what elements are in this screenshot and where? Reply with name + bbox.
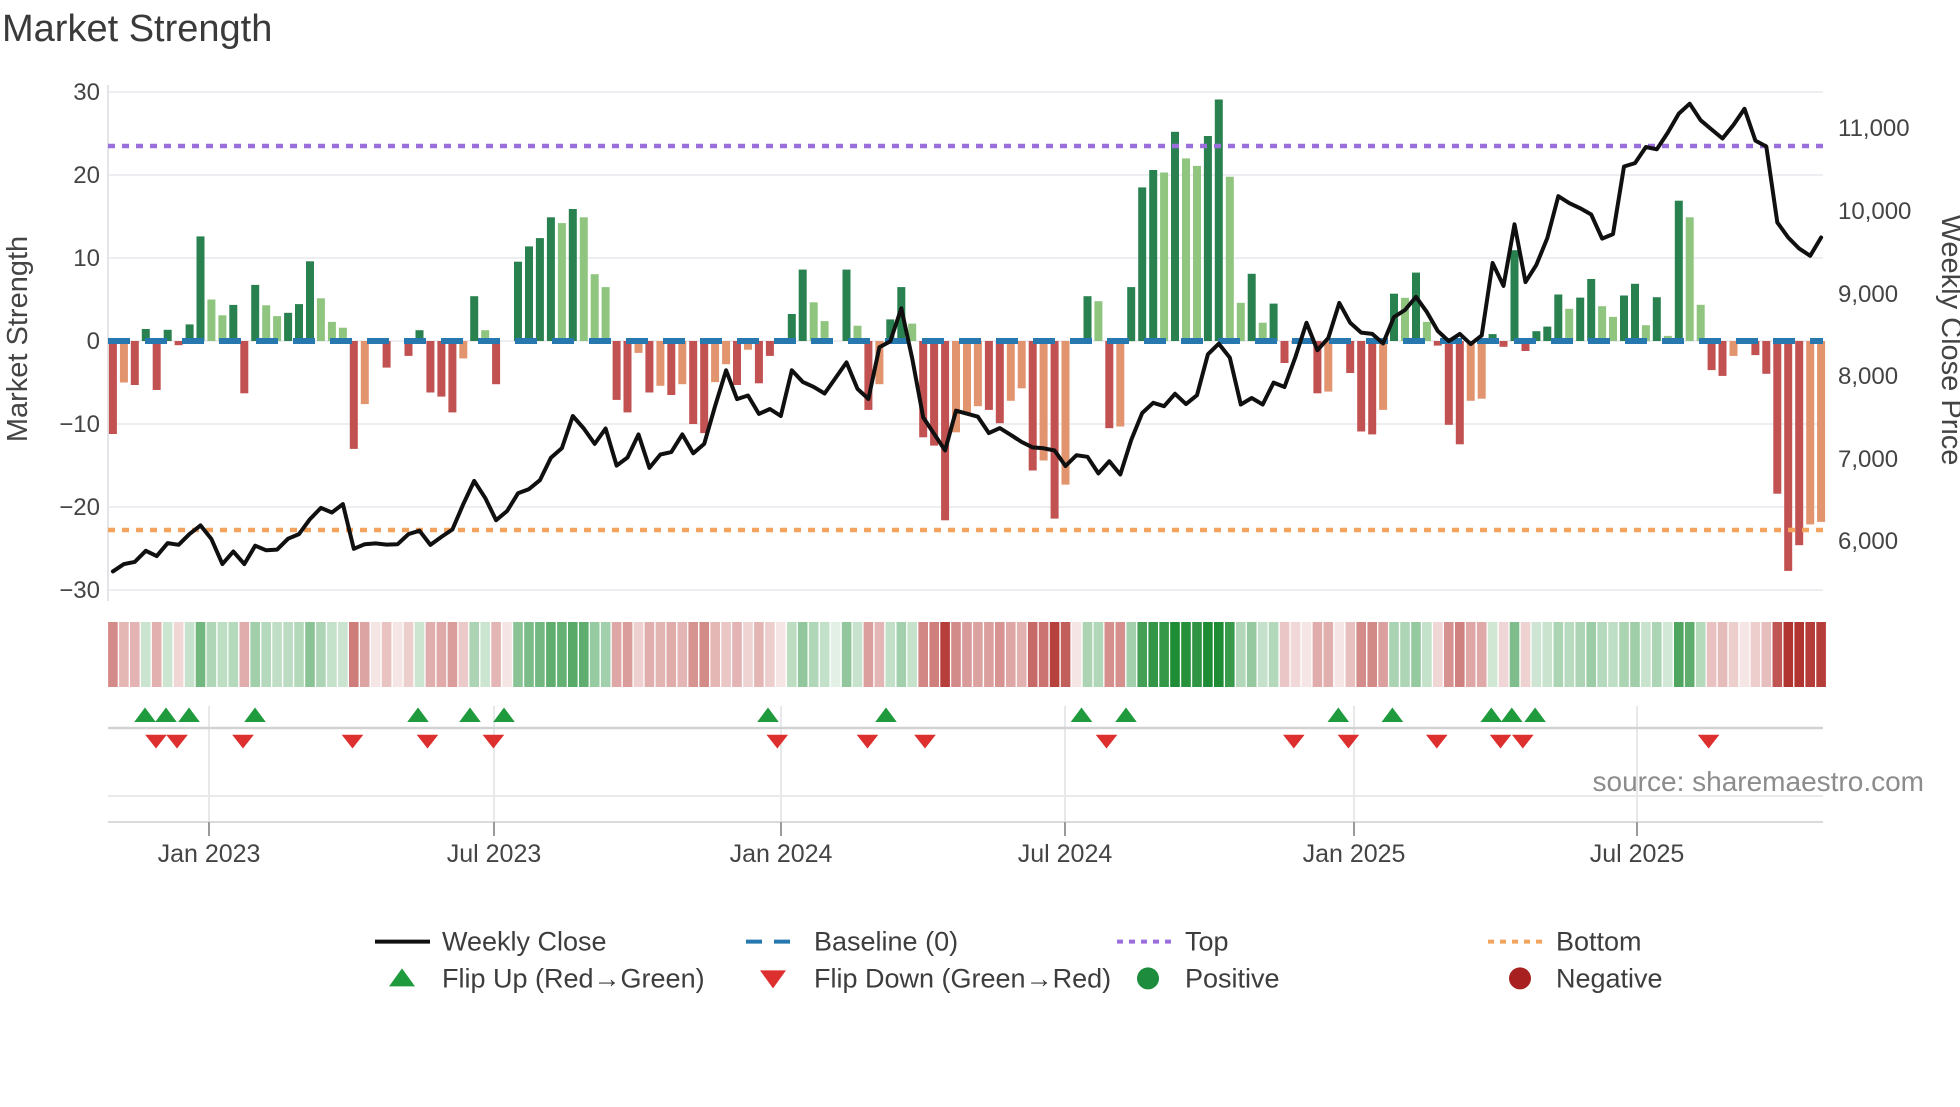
svg-text:Top: Top [1185,927,1229,957]
svg-text:10,000: 10,000 [1838,198,1911,225]
svg-text:0: 0 [87,328,100,355]
svg-text:11,000: 11,000 [1838,115,1910,142]
svg-text:Jul 2025: Jul 2025 [1590,840,1685,868]
svg-text:source: sharemaestro.com: source: sharemaestro.com [1593,766,1924,797]
svg-text:Jul 2024: Jul 2024 [1018,840,1113,868]
svg-text:Jan 2023: Jan 2023 [158,840,261,868]
svg-text:Jan 2025: Jan 2025 [1303,840,1406,868]
svg-text:Weekly Close: Weekly Close [442,927,607,957]
svg-text:6,000: 6,000 [1838,528,1898,555]
svg-text:Jan 2024: Jan 2024 [730,840,833,868]
svg-text:−30: −30 [59,577,100,604]
svg-text:−20: −20 [59,494,100,521]
svg-text:9,000: 9,000 [1838,281,1898,308]
svg-text:Flip Up (Red→Green): Flip Up (Red→Green) [442,963,705,993]
svg-text:Bottom: Bottom [1556,927,1642,957]
svg-text:Jul 2023: Jul 2023 [447,840,542,868]
svg-text:Baseline (0): Baseline (0) [814,927,958,957]
svg-text:Market Strength: Market Strength [2,236,34,442]
svg-text:Positive: Positive [1185,963,1280,993]
svg-text:10: 10 [73,245,100,272]
svg-text:−10: −10 [59,411,100,438]
svg-text:Weekly Close Price: Weekly Close Price [1935,215,1960,466]
svg-text:20: 20 [73,162,100,189]
svg-text:30: 30 [73,79,100,106]
svg-text:8,000: 8,000 [1838,363,1898,390]
svg-text:Flip Down (Green→Red): Flip Down (Green→Red) [814,963,1111,993]
svg-text:7,000: 7,000 [1838,446,1898,473]
svg-text:Negative: Negative [1556,963,1663,993]
svg-text:Market Strength: Market Strength [2,8,272,50]
